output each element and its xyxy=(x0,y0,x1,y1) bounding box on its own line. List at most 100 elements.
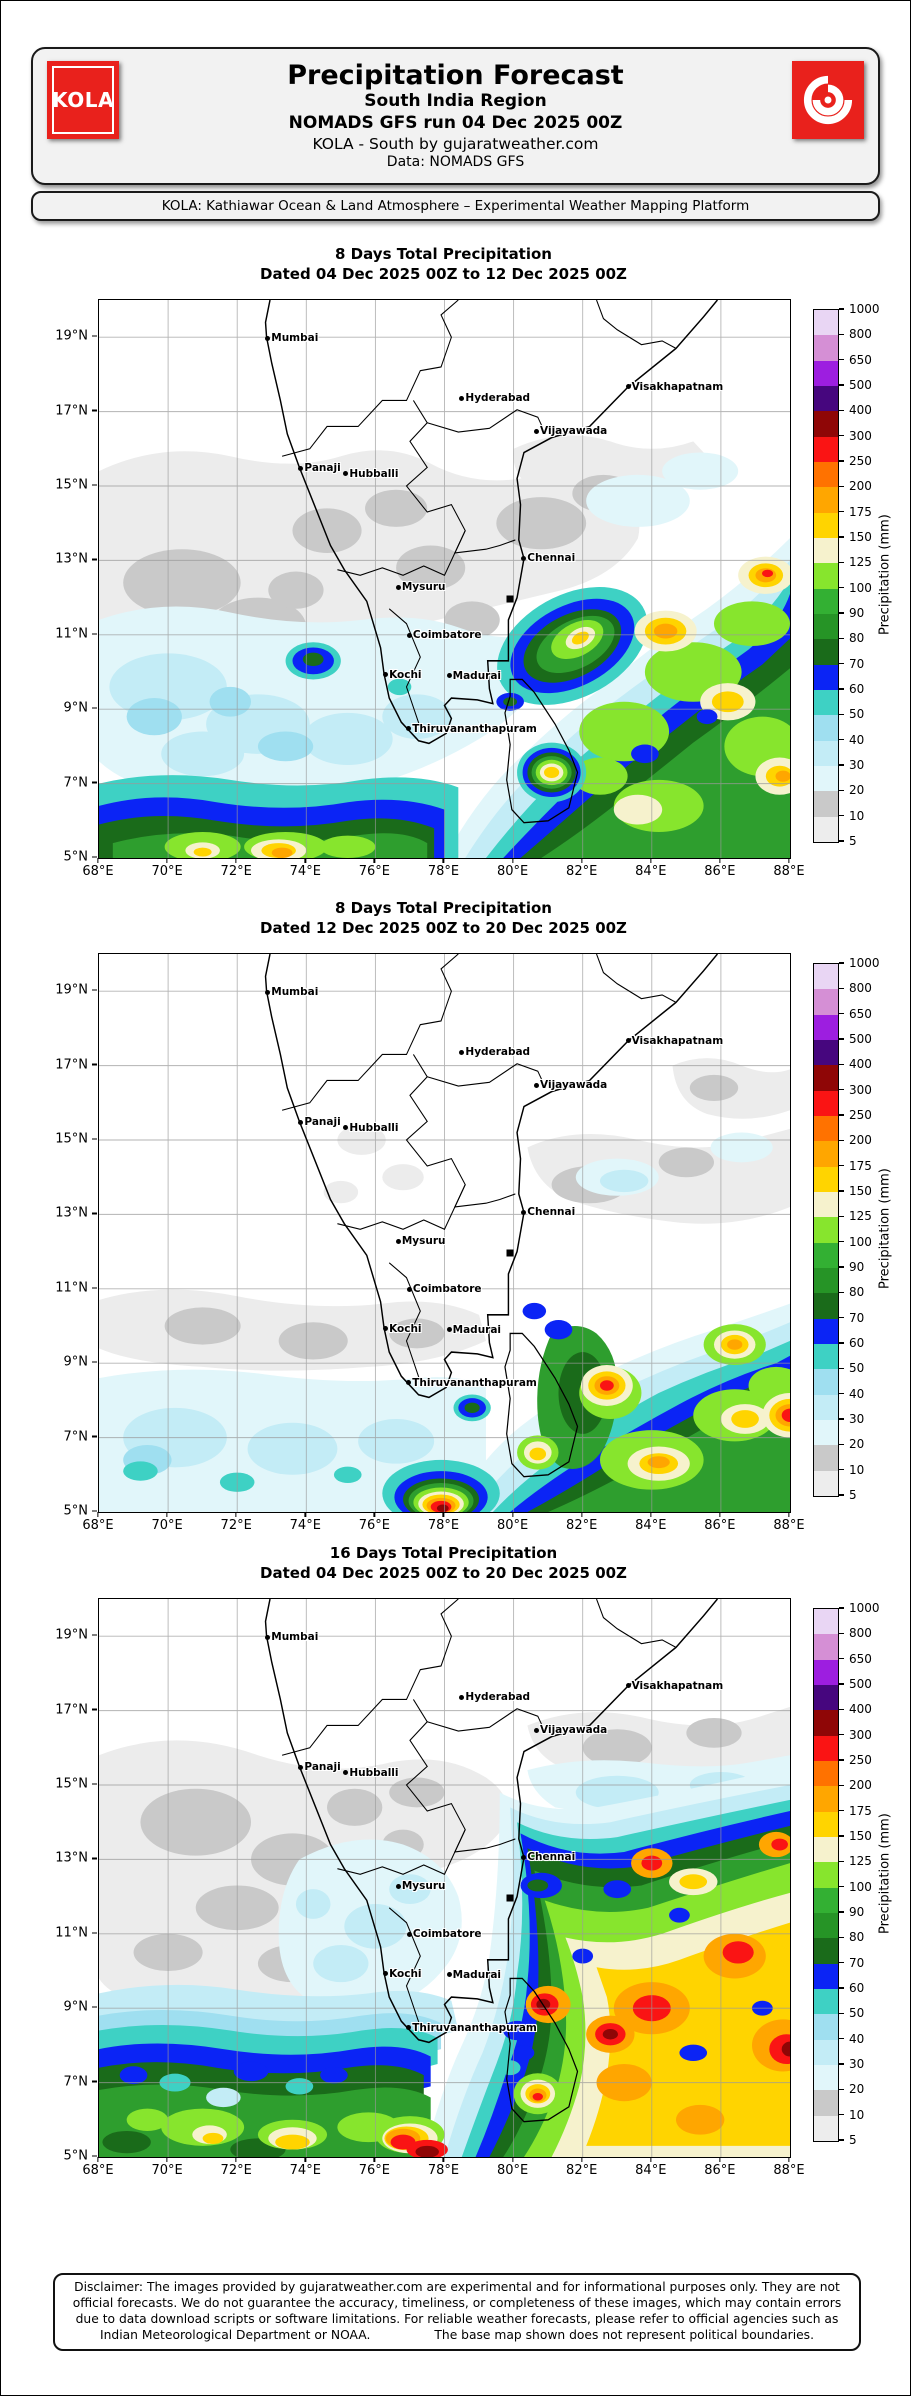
city-dot xyxy=(534,1727,540,1733)
map-panel-3: 16 Days Total Precipitation Dated 04 Dec… xyxy=(1,1544,910,2204)
colorbar-tick: 10 xyxy=(839,809,864,823)
colorbar-tick: 150 xyxy=(839,530,872,544)
y-axis-tick: 5°N xyxy=(1,1504,97,1519)
city-marker-hubballi: Hubballi xyxy=(343,1122,399,1134)
colorbar-tick: 125 xyxy=(839,1854,872,1868)
colorbar-segment xyxy=(814,1394,838,1420)
colorbar-tick: 20 xyxy=(839,783,864,797)
y-axis-tick: 19°N xyxy=(1,983,97,998)
city-dot xyxy=(446,673,452,679)
city-dot xyxy=(298,465,304,471)
colorbar-segment xyxy=(814,2064,838,2091)
colorbar-segment xyxy=(814,2090,838,2116)
city-dot xyxy=(459,1049,465,1055)
colorbar-segment xyxy=(814,715,838,741)
x-axis-tick: 84°E xyxy=(635,1512,666,1533)
colorbar-segment xyxy=(814,1735,838,1761)
colorbar-segment xyxy=(814,1318,838,1344)
city-marker-vijayawada: Vijayawada xyxy=(534,1724,607,1736)
x-axis-tick: 84°E xyxy=(635,858,666,879)
city-dot xyxy=(406,1931,412,1937)
colorbar-segment xyxy=(814,310,838,336)
panel3-colorbar xyxy=(813,1608,839,2142)
colorbar-segment xyxy=(814,1419,838,1446)
colorbar-tick: 90 xyxy=(839,1905,864,1919)
x-axis-tick: 78°E xyxy=(428,2157,459,2178)
colorbar-segment xyxy=(814,1836,838,1863)
colorbar-segment xyxy=(814,1065,838,1091)
cyclone-spiral-icon xyxy=(803,75,853,125)
disclaimer-box: Disclaimer: The images provided by gujar… xyxy=(53,2273,861,2351)
colorbar-segment xyxy=(814,335,838,361)
city-marker-thiruvananthapuram: Thiruvananthapuram xyxy=(406,723,537,735)
colorbar-tick: 80 xyxy=(839,631,864,645)
city-marker-visakhapatnam: Visakhapatnam xyxy=(625,1680,723,1692)
map-plot-2: Mumbai Hyderabad Visakhapatnam Vijayawada Pa… xyxy=(98,953,791,1513)
panel1-colorbar xyxy=(813,309,839,843)
x-axis-tick: 86°E xyxy=(704,1512,736,1533)
city-dot xyxy=(265,335,271,341)
colorbar-segment xyxy=(814,1039,838,1066)
colorbar-segment xyxy=(814,487,838,513)
city-dot xyxy=(625,1038,631,1044)
colorbar-tick: 90 xyxy=(839,1260,864,1274)
colorbar-tick: 1000 xyxy=(839,302,880,316)
city-dot xyxy=(406,1286,412,1292)
colorbar-segment xyxy=(814,613,838,640)
colorbar-tick: 300 xyxy=(839,1728,872,1742)
city-marker-coimbatore: Coimbatore xyxy=(406,1283,482,1295)
colorbar-segment xyxy=(814,1912,838,1939)
colorbar-tick: 5 xyxy=(839,2133,857,2147)
disclaimer-note: The base map shown does not represent po… xyxy=(434,2327,814,2342)
page-title: Precipitation Forecast xyxy=(287,60,624,92)
colorbar-tick: 70 xyxy=(839,1311,864,1325)
colorbar-tick: 500 xyxy=(839,1677,872,1691)
panel1-x-axis: 68°E 70°E 72°E 74°E 76°E 78°E 80°E 82°E 84°E 86°E… xyxy=(82,858,805,884)
colorbar-tick: 40 xyxy=(839,733,864,747)
colorbar-segment xyxy=(814,1217,838,1243)
y-axis-tick: 7°N xyxy=(1,1429,97,1444)
y-axis-tick: 11°N xyxy=(1,1280,97,1295)
colorbar-segment xyxy=(814,2039,838,2065)
colorbar-segment xyxy=(814,1811,838,1837)
precipitation-field-3 xyxy=(99,1706,790,2157)
panel1-subtitle: Dated 04 Dec 2025 00Z to 12 Dec 2025 00Z xyxy=(260,264,627,283)
colorbar-tick: 70 xyxy=(839,1956,864,1970)
y-axis-tick: 5°N xyxy=(1,2149,97,2164)
colorbar-tick: 40 xyxy=(839,1387,864,1401)
colorbar-segment xyxy=(814,2014,838,2040)
y-axis-tick: 17°N xyxy=(1,403,97,418)
city-dot xyxy=(383,672,389,678)
colorbar-segment xyxy=(814,1470,838,1496)
city-dot xyxy=(343,1770,349,1776)
colorbar-tick: 5 xyxy=(839,1488,857,1502)
y-axis-tick: 17°N xyxy=(1,1702,97,1717)
colorbar-segment xyxy=(814,2115,838,2141)
city-marker-mumbai: Mumbai xyxy=(265,332,318,344)
panel2-subtitle: Dated 12 Dec 2025 00Z to 20 Dec 2025 00Z xyxy=(260,918,627,937)
city-dot xyxy=(406,726,412,732)
colorbar-tick: 300 xyxy=(839,429,872,443)
colorbar-tick: 500 xyxy=(839,378,872,392)
city-dot xyxy=(521,555,527,561)
colorbar-segment xyxy=(814,411,838,437)
colorbar-tick: 800 xyxy=(839,1626,872,1640)
colorbar-segment xyxy=(814,512,838,538)
colorbar-tick: 650 xyxy=(839,1007,872,1021)
kola-logo-text: KOLA xyxy=(52,88,114,112)
city-marker-visakhapatnam: Visakhapatnam xyxy=(625,381,723,393)
colorbar-tick: 250 xyxy=(839,454,872,468)
colorbar-segment xyxy=(814,1988,838,2015)
colorbar-segment xyxy=(814,1445,838,1471)
colorbar-tick: 60 xyxy=(839,1336,864,1350)
map-panel-2: 8 Days Total Precipitation Dated 12 Dec … xyxy=(1,899,910,1559)
colorbar-segment xyxy=(814,588,838,614)
colorbar-tick: 30 xyxy=(839,1412,864,1426)
colorbar-tick: 50 xyxy=(839,707,864,721)
colorbar-tick: 5 xyxy=(839,834,857,848)
x-axis-tick: 84°E xyxy=(635,2157,666,2178)
colorbar-segment xyxy=(814,1242,838,1268)
colorbar-segment xyxy=(814,816,838,842)
city-marker-madurai: Madurai xyxy=(446,670,501,682)
x-axis-tick: 88°E xyxy=(773,2157,805,2178)
